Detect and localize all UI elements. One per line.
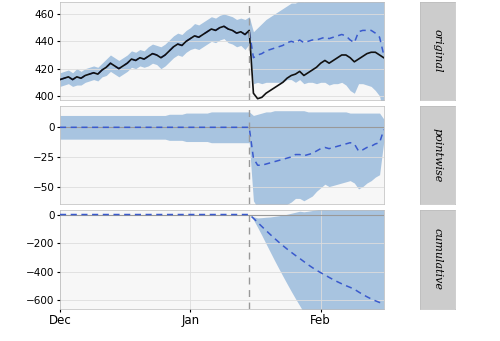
- Text: original: original: [432, 29, 442, 73]
- Text: cumulative: cumulative: [432, 228, 442, 291]
- Text: pointwise: pointwise: [432, 128, 442, 182]
